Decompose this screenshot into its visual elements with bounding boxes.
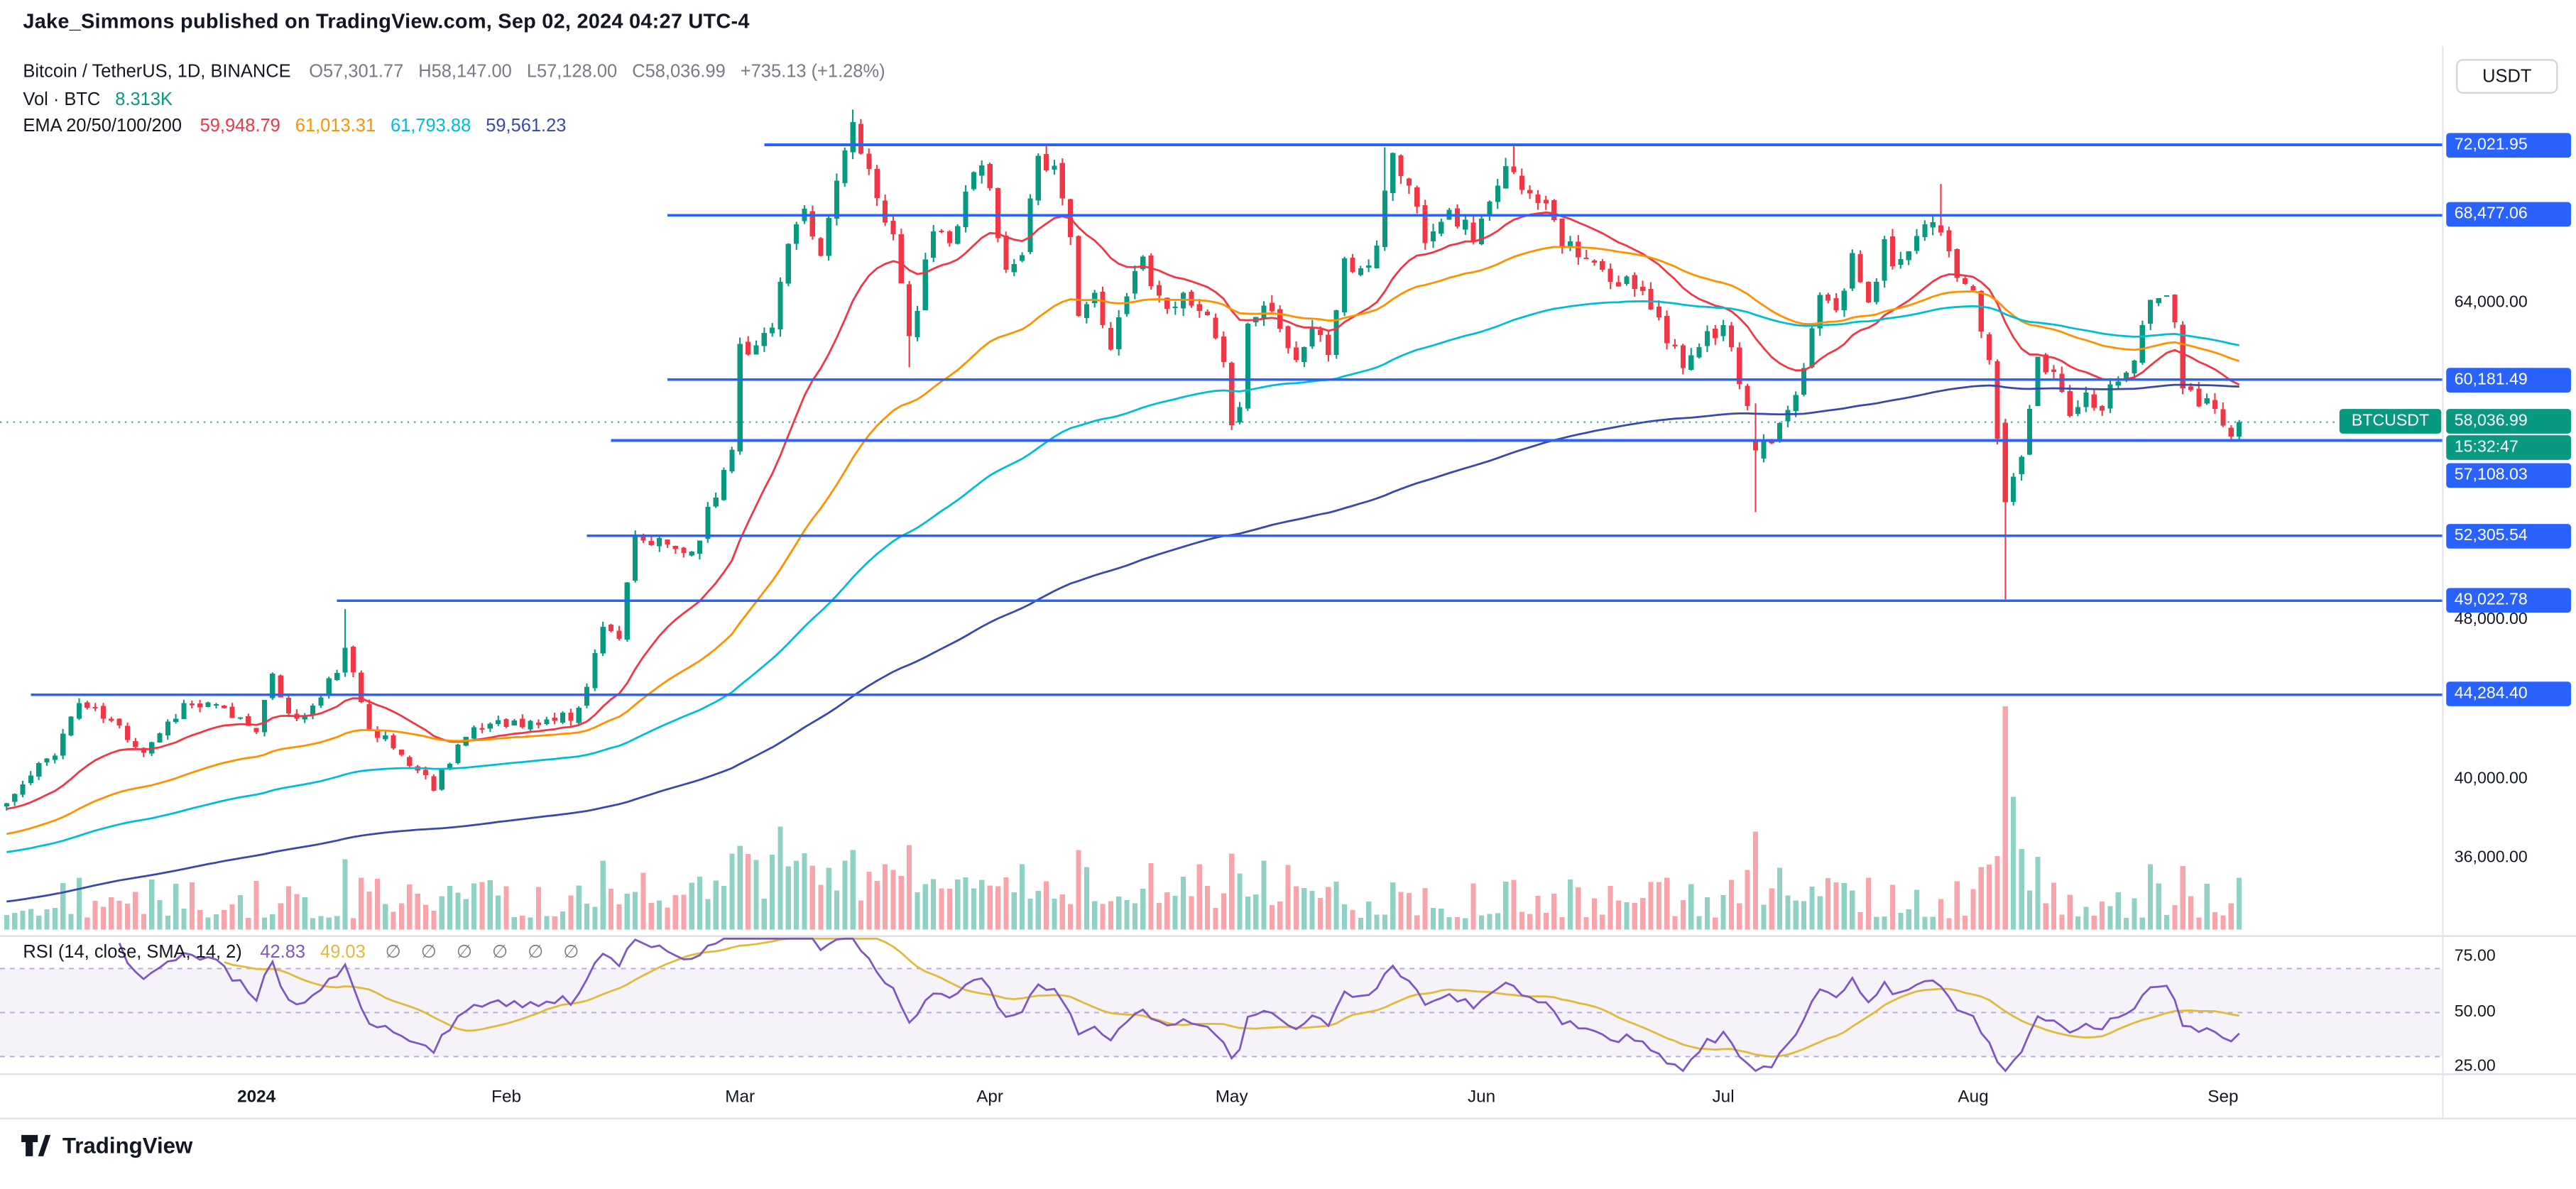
time-axis-label: May xyxy=(1215,1087,1248,1107)
ohlc-high: H58,147.00 xyxy=(418,62,512,82)
volume-value: 8.313K xyxy=(115,89,173,109)
time-axis[interactable]: 2024 Feb Mar Apr May Jun Jul Aug Sep xyxy=(0,1074,2443,1118)
ohlc-change: +735.13 (+1.28%) xyxy=(740,62,885,82)
price-level-badge: 57,108.03 xyxy=(2446,464,2572,489)
price-tick-label: 40,000.00 xyxy=(2454,769,2528,788)
volume-label[interactable]: Vol · BTC xyxy=(23,89,101,109)
price-tick-label: 48,000.00 xyxy=(2454,611,2528,630)
ema-20-value: 59,948.79 xyxy=(200,116,280,137)
rsi-pane xyxy=(0,937,2443,1073)
price-scale[interactable]: USDT 58,036.99 15:32:47 64,000.00 48,000.… xyxy=(2443,46,2576,1119)
rsi-tick-label: 50.00 xyxy=(2454,1002,2496,1021)
price-level-badge: 68,477.06 xyxy=(2446,202,2572,228)
time-axis-label: 2024 xyxy=(237,1087,276,1107)
rsi-tick-label: 25.00 xyxy=(2454,1058,2496,1076)
last-price-badge: 58,036.99 xyxy=(2446,410,2572,434)
rsi-empty-marker: ∅ xyxy=(491,943,508,963)
symbol-legend-row: Bitcoin / TetherUS, 1D, BINANCE O57,301.… xyxy=(23,59,885,86)
time-axis-label: Apr xyxy=(976,1087,1004,1107)
price-level-badge: 52,305.54 xyxy=(2446,523,2572,549)
rsi-ma-value: 49.03 xyxy=(320,943,366,963)
time-axis-label: Jul xyxy=(1712,1087,1735,1107)
horizontal-level-lines[interactable] xyxy=(31,143,2443,696)
ema-lines xyxy=(6,212,2240,903)
tradingview-logo-icon xyxy=(20,1134,51,1158)
rsi-empty-marker: ∅ xyxy=(528,943,544,963)
bar-countdown-badge: 15:32:47 xyxy=(2446,436,2572,461)
ohlc-low: L57,128.00 xyxy=(526,62,618,82)
ema-200-value: 59,561.23 xyxy=(486,116,567,137)
price-level-badge: 60,181.49 xyxy=(2446,367,2572,393)
volume-legend-row: Vol · BTC 8.313K xyxy=(23,86,885,113)
ohlc-close: C58,036.99 xyxy=(632,62,726,82)
last-price-symbol-badge: BTCUSDT xyxy=(2339,410,2442,434)
rsi-legend: RSI (14, close, SMA, 14, 2) 42.83 49.03 … xyxy=(23,941,579,963)
ema-legend-row: EMA 20/50/100/200 59,948.79 61,013.31 61… xyxy=(23,114,885,141)
price-tick-label: 64,000.00 xyxy=(2454,294,2528,312)
tradingview-footer[interactable]: TradingView xyxy=(20,1133,193,1158)
tradingview-brand-text: TradingView xyxy=(62,1133,193,1158)
price-tick-label: 36,000.00 xyxy=(2454,849,2528,867)
price-level-badge: 49,022.78 xyxy=(2446,588,2572,613)
rsi-label[interactable]: RSI (14, close, SMA, 14, 2) xyxy=(23,943,242,963)
ema-50-value: 61,013.31 xyxy=(295,116,376,137)
symbol-title[interactable]: Bitcoin / TetherUS, 1D, BINANCE xyxy=(23,62,291,82)
ema-label[interactable]: EMA 20/50/100/200 xyxy=(23,116,182,137)
rsi-tick-label: 75.00 xyxy=(2454,948,2496,966)
publish-line: Jake_Simmons published on TradingView.co… xyxy=(23,9,750,33)
volume-bars xyxy=(4,706,2242,930)
rsi-empty-marker: ∅ xyxy=(420,943,437,963)
pane-separators xyxy=(0,45,2576,1119)
rsi-empty-marker: ∅ xyxy=(563,943,579,963)
rsi-empty-marker: ∅ xyxy=(456,943,473,963)
time-axis-label: Mar xyxy=(725,1087,755,1107)
time-axis-label: Aug xyxy=(1958,1087,1989,1107)
rsi-empty-marker: ∅ xyxy=(385,943,401,963)
currency-toggle-usdt[interactable]: USDT xyxy=(2456,59,2558,94)
time-axis-label: Sep xyxy=(2207,1087,2239,1107)
price-level-badge: 72,021.95 xyxy=(2446,132,2572,158)
chart-legend: Bitcoin / TetherUS, 1D, BINANCE O57,301.… xyxy=(23,59,885,141)
ema-100-value: 61,793.88 xyxy=(390,116,471,137)
rsi-value: 42.83 xyxy=(260,943,306,963)
ohlc-open: O57,301.77 xyxy=(309,62,404,82)
price-level-badge: 44,284.40 xyxy=(2446,682,2572,708)
time-axis-label: Feb xyxy=(491,1087,521,1107)
time-axis-label: Jun xyxy=(1467,1087,1496,1107)
